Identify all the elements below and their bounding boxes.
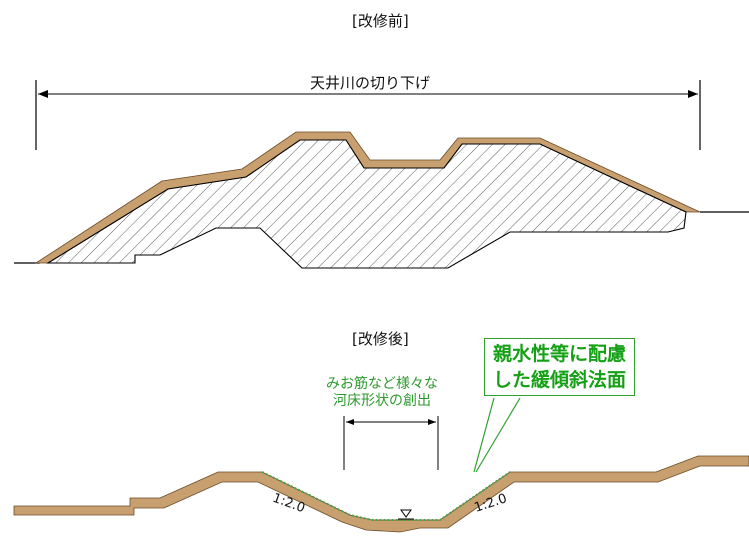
water-level-icon xyxy=(398,509,414,520)
channel-note: みお筋など様々な 河床形状の創出 xyxy=(326,376,438,410)
before-heading: [改修前] xyxy=(352,12,409,30)
excavation-hatched-area xyxy=(46,139,687,269)
callout-pointer xyxy=(473,397,521,473)
dimension-label: 天井川の切り下げ xyxy=(306,72,435,93)
callout-line2: した緩傾斜法面 xyxy=(493,369,627,391)
note-line1: みお筋など様々な xyxy=(326,376,438,392)
callout-box: 親水性等に配慮 した緩傾斜法面 xyxy=(484,338,636,396)
callout-line1: 親水性等に配慮 xyxy=(493,343,627,365)
note-line2: 河床形状の創出 xyxy=(333,393,431,409)
after-heading: [改修後] xyxy=(352,330,409,348)
note-span-indicator xyxy=(343,416,439,470)
new-channel-section xyxy=(13,455,749,533)
dimension-line xyxy=(35,80,701,150)
grass-lining xyxy=(261,471,511,521)
